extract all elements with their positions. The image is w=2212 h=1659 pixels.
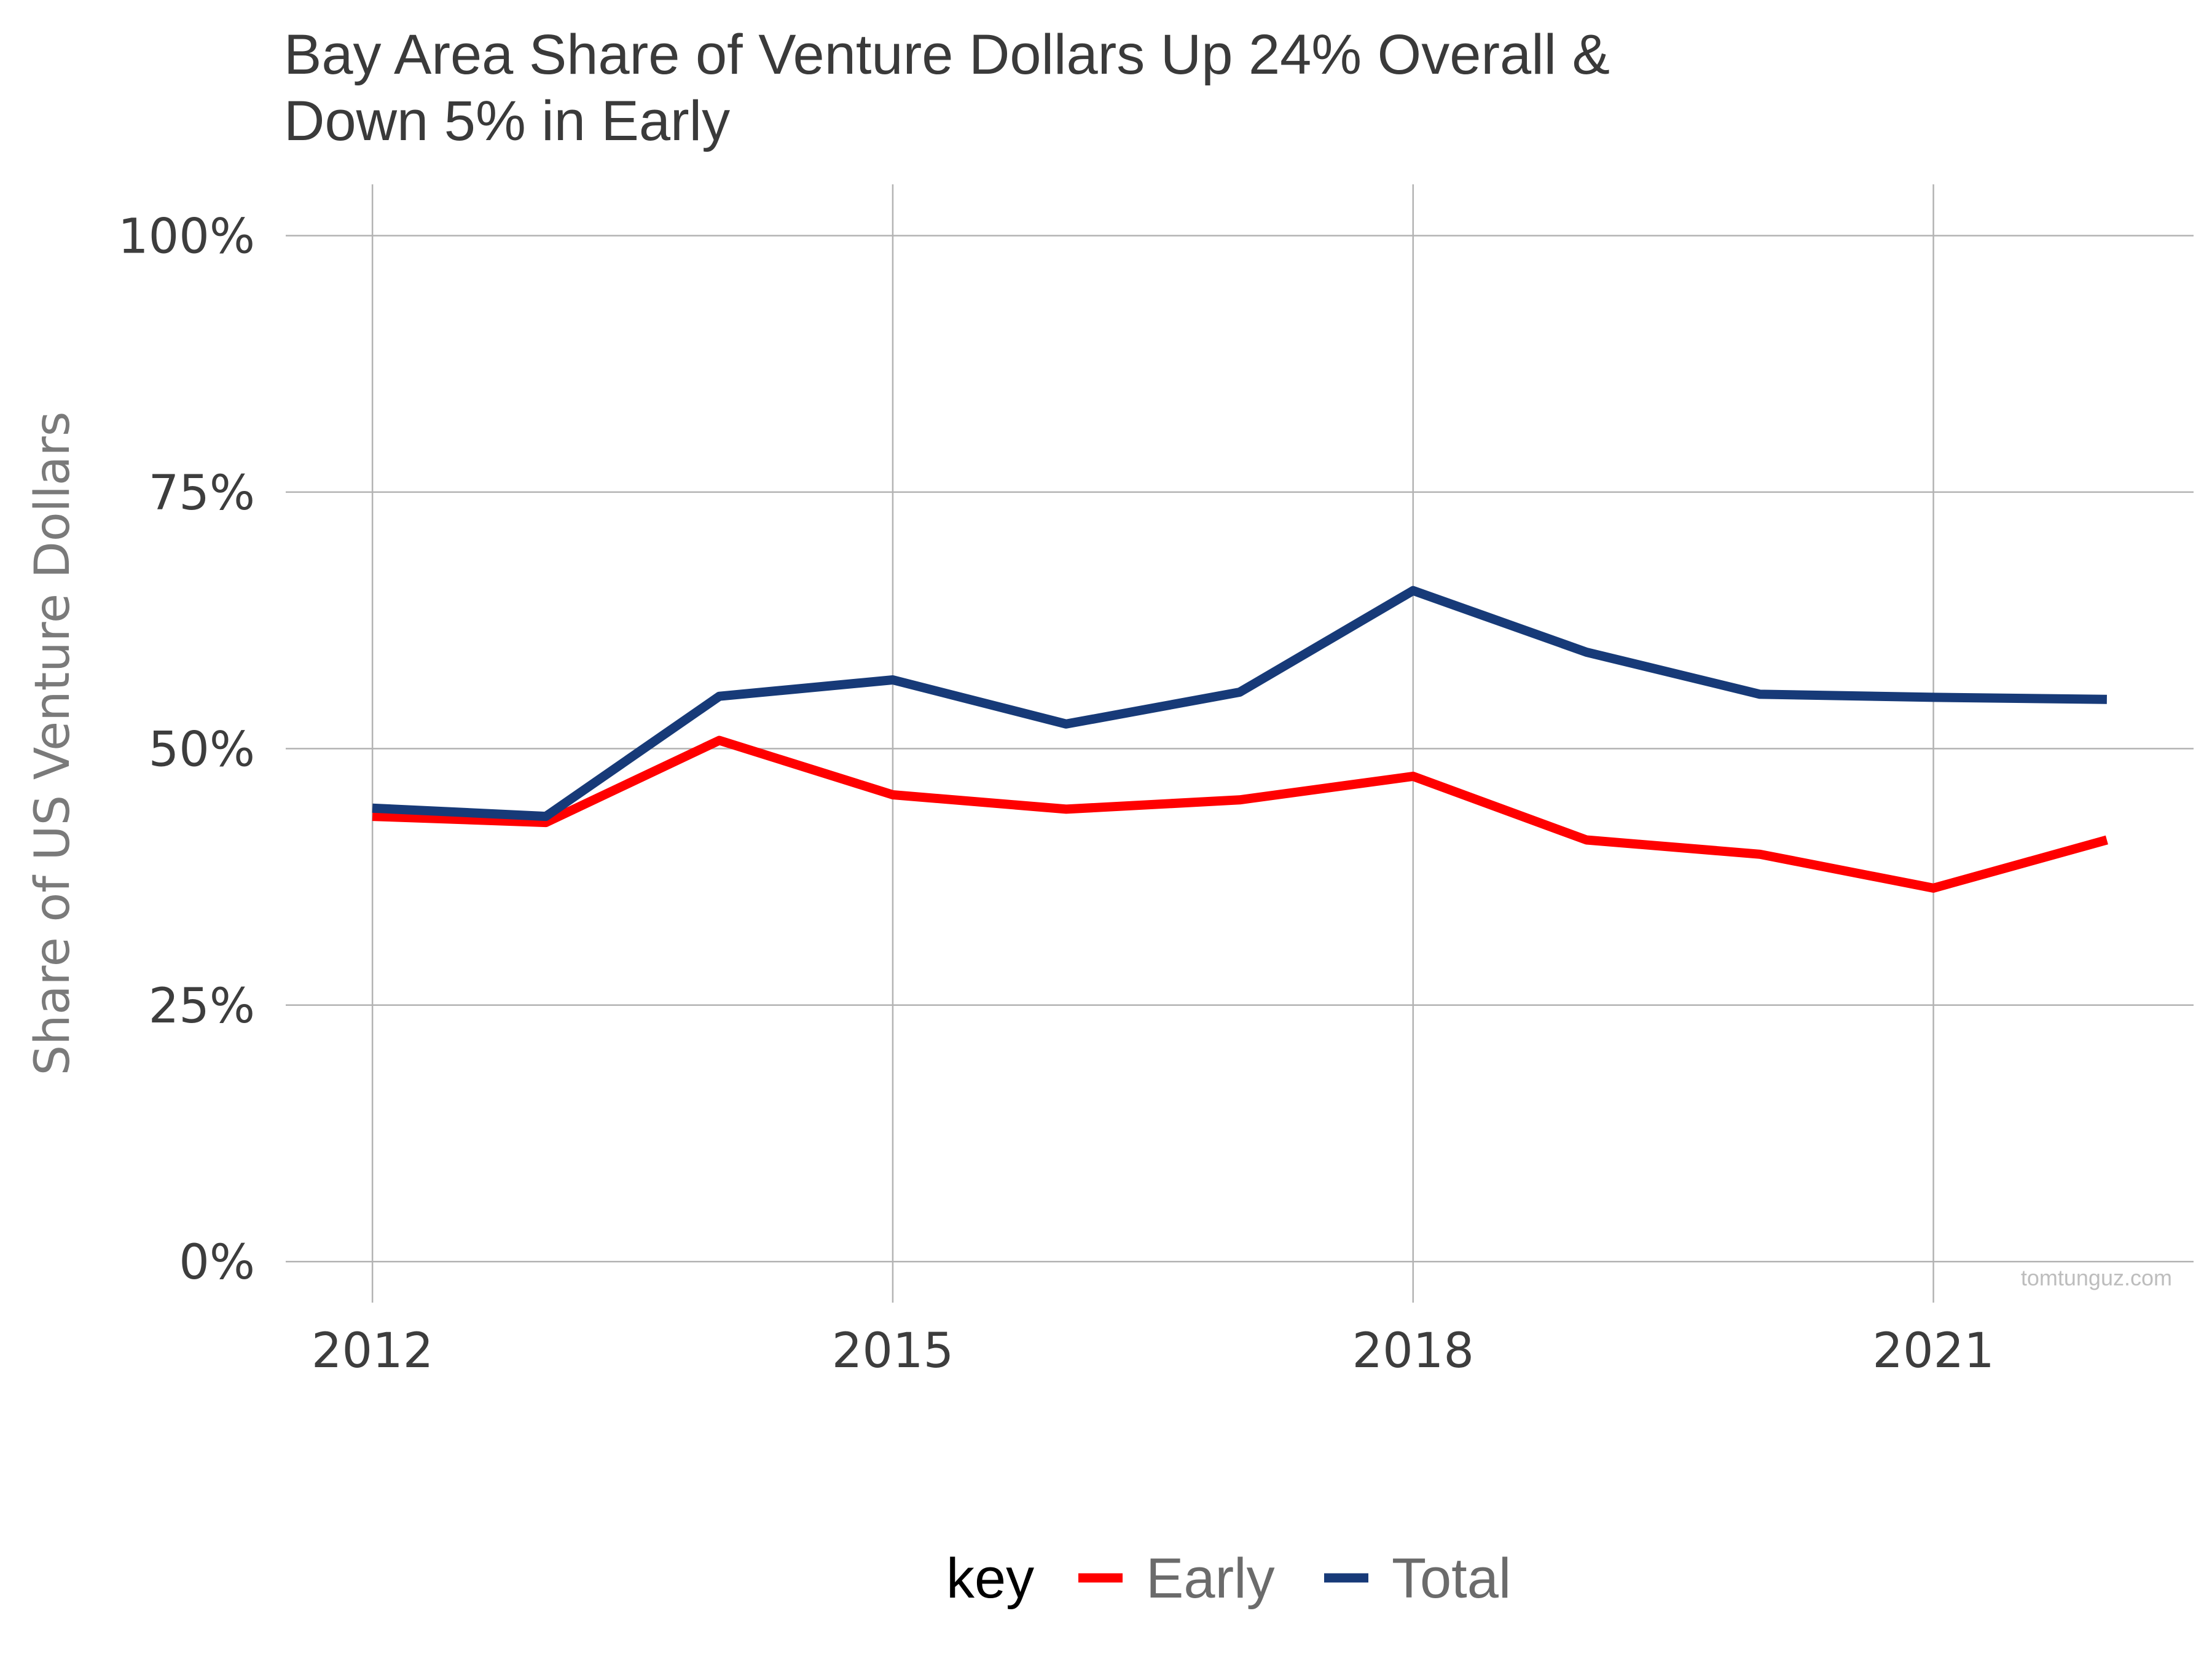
- series-line-early: [372, 735, 2108, 893]
- y-axis-tick-labels: 0% 25% 50% 75% 100%: [118, 209, 255, 1290]
- y-tick-label: 50%: [149, 722, 255, 777]
- x-tick-label: 2012: [312, 1324, 434, 1379]
- y-tick-label: 75%: [149, 466, 255, 521]
- legend-label-early: Early: [1146, 1547, 1275, 1610]
- watermark: tomtunguz.com: [2021, 1265, 2172, 1290]
- y-tick-label: 25%: [149, 979, 255, 1034]
- legend: key Early Total: [946, 1547, 1511, 1610]
- chart-title-line-2: Down 5% in Early: [284, 90, 730, 152]
- x-tick-label: 2015: [832, 1324, 954, 1379]
- y-axis-title: Share of US Venture Dollars: [25, 412, 80, 1076]
- chart-title-line-1: Bay Area Share of Venture Dollars Up 24%…: [284, 23, 1610, 86]
- x-tick-label: 2018: [1352, 1324, 1475, 1379]
- y-tick-label: 0%: [179, 1235, 255, 1290]
- series-line-total: [372, 586, 2107, 822]
- x-axis-tick-labels: 2012 2015 2018 2021: [312, 1324, 1994, 1379]
- grid-lines: [286, 184, 2194, 1303]
- data-series: [372, 586, 2108, 893]
- chart-title: Bay Area Share of Venture Dollars Up 24%…: [284, 23, 1610, 152]
- legend-label-total: Total: [1392, 1547, 1511, 1610]
- x-tick-label: 2021: [1872, 1324, 1994, 1379]
- y-tick-label: 100%: [118, 209, 255, 264]
- legend-title: key: [946, 1547, 1034, 1610]
